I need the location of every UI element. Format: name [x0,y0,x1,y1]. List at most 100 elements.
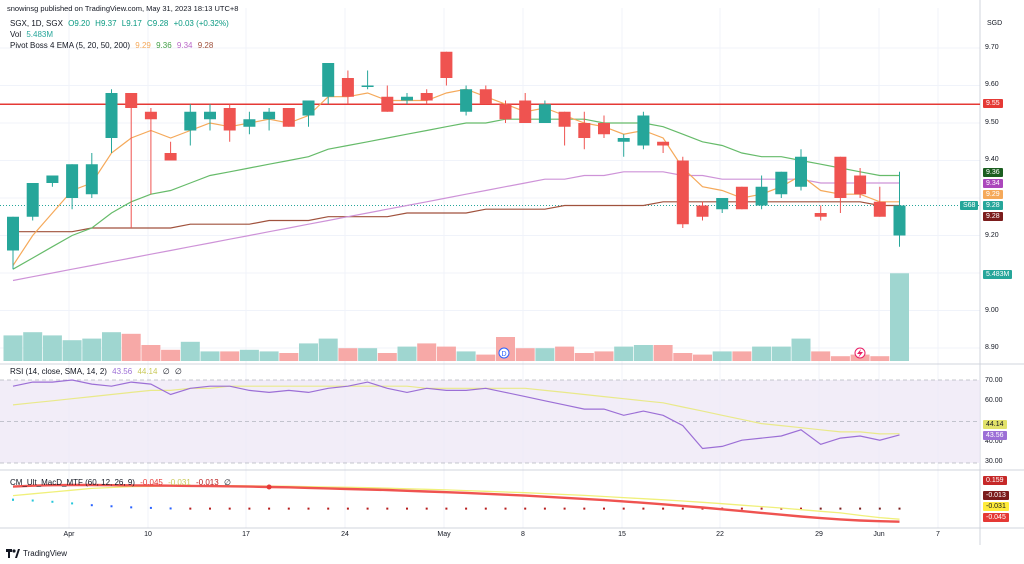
ema20-line [12,118,900,270]
candle-body [893,205,906,236]
date-tick: 22 [716,531,724,538]
volume-bar [555,346,575,361]
date-tick: 24 [341,531,349,538]
candle-body [814,213,827,217]
rsi-value: 43.56 [112,367,133,376]
volume-bar [693,354,712,361]
macd-histogram-bar [307,507,310,510]
macd-histogram-bar [839,507,842,510]
candle-body [105,93,118,138]
candle-body [755,186,768,206]
macd-na: ∅ [223,478,231,487]
tradingview-logo[interactable]: TradingView [6,549,67,558]
volume-bar [23,332,43,361]
candle-body [519,100,532,123]
volume-bar [318,338,338,361]
macd-histogram-bar [287,507,290,510]
candle-body [26,183,39,217]
macd-cross-dot [266,484,272,490]
candle-body [361,85,374,87]
ema-label[interactable]: Pivot Boss 4 EMA (5, 20, 50, 200) [10,41,131,50]
macd-histogram-bar [484,507,487,510]
macd-badge-c: -0.031 [983,502,1009,511]
volume-bar [673,353,693,361]
volume-bar [180,341,200,361]
volume-bar [830,356,850,361]
macd-histogram-bar [760,507,763,510]
symbol-label[interactable]: SGX, 1D, SGX [10,19,63,28]
price-tick: 8.90 [985,344,999,351]
date-tick: May [437,531,451,538]
macd-histogram-bar [465,507,468,510]
macd-histogram-bar [406,507,408,510]
date-tick: 8 [521,531,525,538]
price-tick: 9.20 [985,232,999,239]
macd-signal-value: -0.031 [168,478,191,487]
macd-histogram-bar [90,504,93,507]
price-tick: 9.50 [985,119,999,126]
candle-body [657,141,670,146]
volume-bar [279,353,299,361]
date-tick: 17 [242,531,250,538]
macd-histogram-bar [386,507,389,510]
ema50-value: 9.34 [176,41,193,50]
volume-bar [102,332,121,361]
close-value: C9.28 [147,19,169,28]
vol-label[interactable]: Vol [10,30,22,39]
macd-histogram-bar [248,507,251,510]
volume-badge: 5.483M [983,270,1013,279]
macd-histogram-bar [681,507,684,510]
macd-histogram-bar [563,507,566,510]
volume-bar [515,348,535,361]
macd-histogram-bar [662,507,665,510]
macd-histogram-bar [543,507,546,510]
open-value: O9.20 [68,19,90,28]
macd-histogram-bar [228,507,231,510]
price-tick: 9.00 [985,307,999,314]
ema-legend: Pivot Boss 4 EMA (5, 20, 50, 200) 9.29 9… [10,41,216,51]
volume-bar [535,348,555,361]
rsi-tick: 60.00 [985,397,1003,404]
rsi-label[interactable]: RSI (14, close, SMA, 14, 2) [10,367,107,376]
volume-bar [870,356,890,361]
candle-body [184,111,197,131]
candle-body [637,115,650,146]
rsi-legend: RSI (14, close, SMA, 14, 2) 43.56 44.14 … [10,367,185,377]
volume-bar [397,346,417,361]
candle-body [164,153,177,161]
candle-body [302,100,315,116]
candle-body [420,93,433,101]
macd-hist-value: -0.013 [196,478,219,487]
candle-body [735,186,748,210]
date-tick: Jun [873,531,885,538]
lightning-icon [857,349,863,358]
volume-bar [653,345,673,361]
candle-body [834,156,847,198]
volume-bar [614,346,634,361]
candle-body [125,93,138,108]
volume-bar [299,343,318,361]
vol-value: 5.483M [26,30,54,39]
volume-bar [456,351,476,361]
volume-bar [62,340,82,361]
rsi-tick: 30.00 [985,458,1003,465]
macd-histogram-bar [130,506,133,509]
macd-label[interactable]: CM_Ult_MacD_MTF (60, 12, 26, 9) [10,478,135,487]
candle-body [617,138,630,142]
volume-bar [121,333,141,361]
volume-bar [633,345,653,361]
macd-histogram-bar [859,507,862,510]
rsi-line [12,379,900,450]
candle-body [243,119,256,127]
change-value: +0.03 (+0.32%) [173,19,229,28]
publisher-line: snowinsg published on TradingView.com, M… [7,4,239,13]
candle-body [341,78,354,97]
macd-histogram-bar [622,507,625,510]
macd-histogram-bar [642,507,645,510]
candle-body [676,160,689,225]
volume-bar [791,338,811,361]
candle-body [716,198,729,210]
date-tick: 10 [144,531,152,538]
macd-histogram-bar [169,507,172,510]
